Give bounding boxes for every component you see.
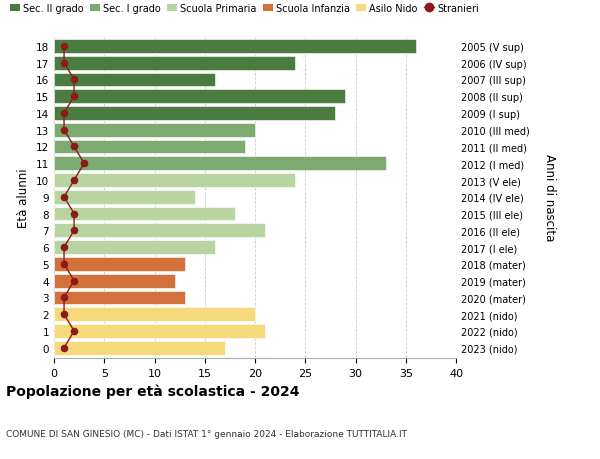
Point <box>59 194 69 201</box>
Bar <box>54 207 235 221</box>
Bar <box>54 341 225 355</box>
Point <box>70 227 79 235</box>
Bar <box>54 308 255 321</box>
Point <box>70 144 79 151</box>
Point <box>59 261 69 268</box>
Point <box>79 160 89 168</box>
Bar <box>54 123 255 137</box>
Bar <box>54 174 295 187</box>
Y-axis label: Età alunni: Età alunni <box>17 168 31 227</box>
Point <box>59 294 69 302</box>
Bar <box>54 241 215 254</box>
Bar <box>54 224 265 238</box>
Point <box>70 93 79 101</box>
Bar <box>54 325 265 338</box>
Point <box>70 210 79 218</box>
Bar <box>54 40 416 54</box>
Point <box>59 311 69 318</box>
Bar <box>54 274 175 288</box>
Bar <box>54 90 346 104</box>
Point <box>59 110 69 118</box>
Bar <box>54 157 386 171</box>
Point <box>59 244 69 251</box>
Point <box>70 328 79 335</box>
Point <box>70 77 79 84</box>
Y-axis label: Anni di nascita: Anni di nascita <box>544 154 557 241</box>
Point <box>59 344 69 352</box>
Bar <box>54 73 215 87</box>
Bar <box>54 291 185 305</box>
Bar <box>54 107 335 121</box>
Point <box>59 60 69 67</box>
Point <box>70 177 79 185</box>
Bar <box>54 56 295 70</box>
Point <box>70 277 79 285</box>
Point <box>59 127 69 134</box>
Legend: Sec. II grado, Sec. I grado, Scuola Primaria, Scuola Infanzia, Asilo Nido, Stran: Sec. II grado, Sec. I grado, Scuola Prim… <box>6 0 482 18</box>
Bar <box>54 140 245 154</box>
Bar <box>54 190 195 204</box>
Text: COMUNE DI SAN GINESIO (MC) - Dati ISTAT 1° gennaio 2024 - Elaborazione TUTTITALI: COMUNE DI SAN GINESIO (MC) - Dati ISTAT … <box>6 429 407 438</box>
Bar <box>54 257 185 271</box>
Point <box>59 43 69 50</box>
Text: Popolazione per età scolastica - 2024: Popolazione per età scolastica - 2024 <box>6 383 299 398</box>
